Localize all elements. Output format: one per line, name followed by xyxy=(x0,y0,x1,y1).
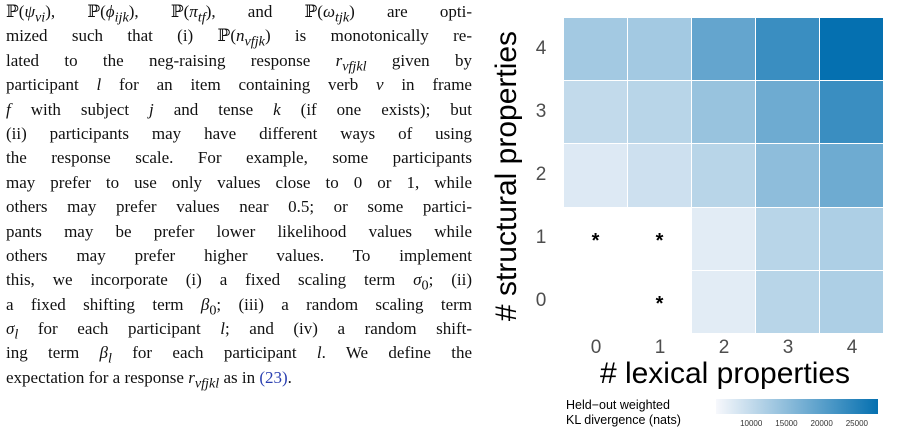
paragraph-line: (ii) participants may have different way… xyxy=(6,123,472,143)
paragraph-line: may prefer to use only values close to 0… xyxy=(6,172,472,192)
colorbar-tick-label: 10000 xyxy=(740,419,763,428)
colorbar-title-line-1: Held−out weighted xyxy=(566,398,670,412)
y-tick-label: 4 xyxy=(535,37,547,59)
paragraph-line: ing term βl for each participant l. We d… xyxy=(6,343,472,367)
y-axis-label: # structural properties xyxy=(490,30,524,322)
paragraph-line: a fixed shifting term β0; (iii) a random… xyxy=(6,294,472,319)
significance-star: * xyxy=(655,292,664,315)
heatmap-cell-x1-y0: * xyxy=(628,270,691,333)
heatmap-cell-x2-y3 xyxy=(692,81,755,144)
heatmap-cell-x4-y4 xyxy=(820,18,883,81)
heatmap-cell-x3-y3 xyxy=(756,81,819,144)
paragraph-line: others may prefer higher values. To impl… xyxy=(6,245,472,265)
colorbar-title: Held−out weighted KL divergence (nats) xyxy=(566,398,726,428)
paragraph-line: this, we incorporate (i) a fixed scaling… xyxy=(6,270,472,294)
paragraph-line: lated to the neg-raising response rvfjkl… xyxy=(6,50,472,75)
heatmap-cell-x2-y2 xyxy=(692,144,755,207)
heatmap-cell-x3-y0 xyxy=(756,270,819,333)
y-tick-label: 0 xyxy=(535,290,547,312)
colorbar xyxy=(716,399,878,414)
heatmap-cell-x4-y0 xyxy=(820,270,883,333)
heatmap-grid: * * * xyxy=(564,18,884,334)
heatmap-cell-x0-y4 xyxy=(564,18,627,81)
heatmap-cell-x1-y2 xyxy=(628,144,691,207)
x-tick-label: 1 xyxy=(654,337,666,358)
heatmap-cell-x3-y4 xyxy=(756,18,819,81)
heatmap-cell-x2-y0 xyxy=(692,270,755,333)
x-axis-label: # lexical properties xyxy=(599,357,851,390)
heatmap-figure: # structural properties * * * # lexical pr… xyxy=(480,0,899,441)
colorbar-tick-label: 20000 xyxy=(810,419,833,428)
x-tick-label: 3 xyxy=(782,337,794,358)
paragraph-line: mized such that (i) ℙ(nvfjk) is monotoni… xyxy=(6,26,472,50)
significance-star: * xyxy=(591,229,600,252)
paragraph-line: σl for each participant l; and (iv) a ra… xyxy=(6,319,472,343)
heatmap-cell-x0-y0 xyxy=(564,270,627,333)
heatmap-cell-x3-y2 xyxy=(756,144,819,207)
heatmap-cell-x2-y4 xyxy=(692,18,755,81)
heatmap-cell-x0-y1: * xyxy=(564,207,627,270)
y-tick-label: 2 xyxy=(535,164,547,185)
heatmap-cell-x4-y1 xyxy=(820,207,883,270)
x-tick-label: 0 xyxy=(590,337,602,358)
heatmap-cell-x1-y4 xyxy=(628,18,691,81)
heatmap-cell-x0-y2 xyxy=(564,144,627,207)
heatmap-cell-x1-y3 xyxy=(628,81,691,144)
heatmap-cell-x2-y1 xyxy=(692,207,755,270)
heatmap-cell-x4-y2 xyxy=(820,144,883,207)
significance-star: * xyxy=(655,229,664,252)
paragraph-line: f with subject j and tense k (if one exi… xyxy=(6,99,472,119)
paragraph-line: expectation for a response rvfjkl as in … xyxy=(6,367,292,392)
y-tick-label: 1 xyxy=(535,227,547,249)
y-axis-title: # structural properties xyxy=(482,18,532,334)
paragraph-line: others may prefer values near 0.5; or so… xyxy=(6,197,472,217)
paragraph-line: the response scale. For example, some pa… xyxy=(6,148,472,168)
x-tick-label: 2 xyxy=(718,337,730,358)
colorbar-title-line-2: KL divergence (nats) xyxy=(566,413,681,427)
paragraph-line: ℙ(ψvi), ℙ(ϕijk), ℙ(πtf), and ℙ(ωtjk) are… xyxy=(6,2,473,26)
colorbar-tick-label: 15000 xyxy=(775,419,798,428)
heatmap-cell-x0-y3 xyxy=(564,81,627,144)
heatmap-cell-x1-y1: * xyxy=(628,207,691,270)
paragraph-line: pants may be prefer lower likelihood val… xyxy=(6,221,472,241)
x-tick-label: 4 xyxy=(846,337,858,358)
paragraph-line: participant l for an item containing ver… xyxy=(6,75,472,95)
body-text-column: ℙ(ψvi), ℙ(ϕijk), ℙ(πtf), and ℙ(ωtjk) are… xyxy=(6,0,473,392)
colorbar-tick-label: 25000 xyxy=(845,419,868,428)
heatmap-cell-x3-y1 xyxy=(756,207,819,270)
heatmap-cell-x4-y3 xyxy=(820,81,883,144)
y-tick-label: 3 xyxy=(535,100,547,122)
